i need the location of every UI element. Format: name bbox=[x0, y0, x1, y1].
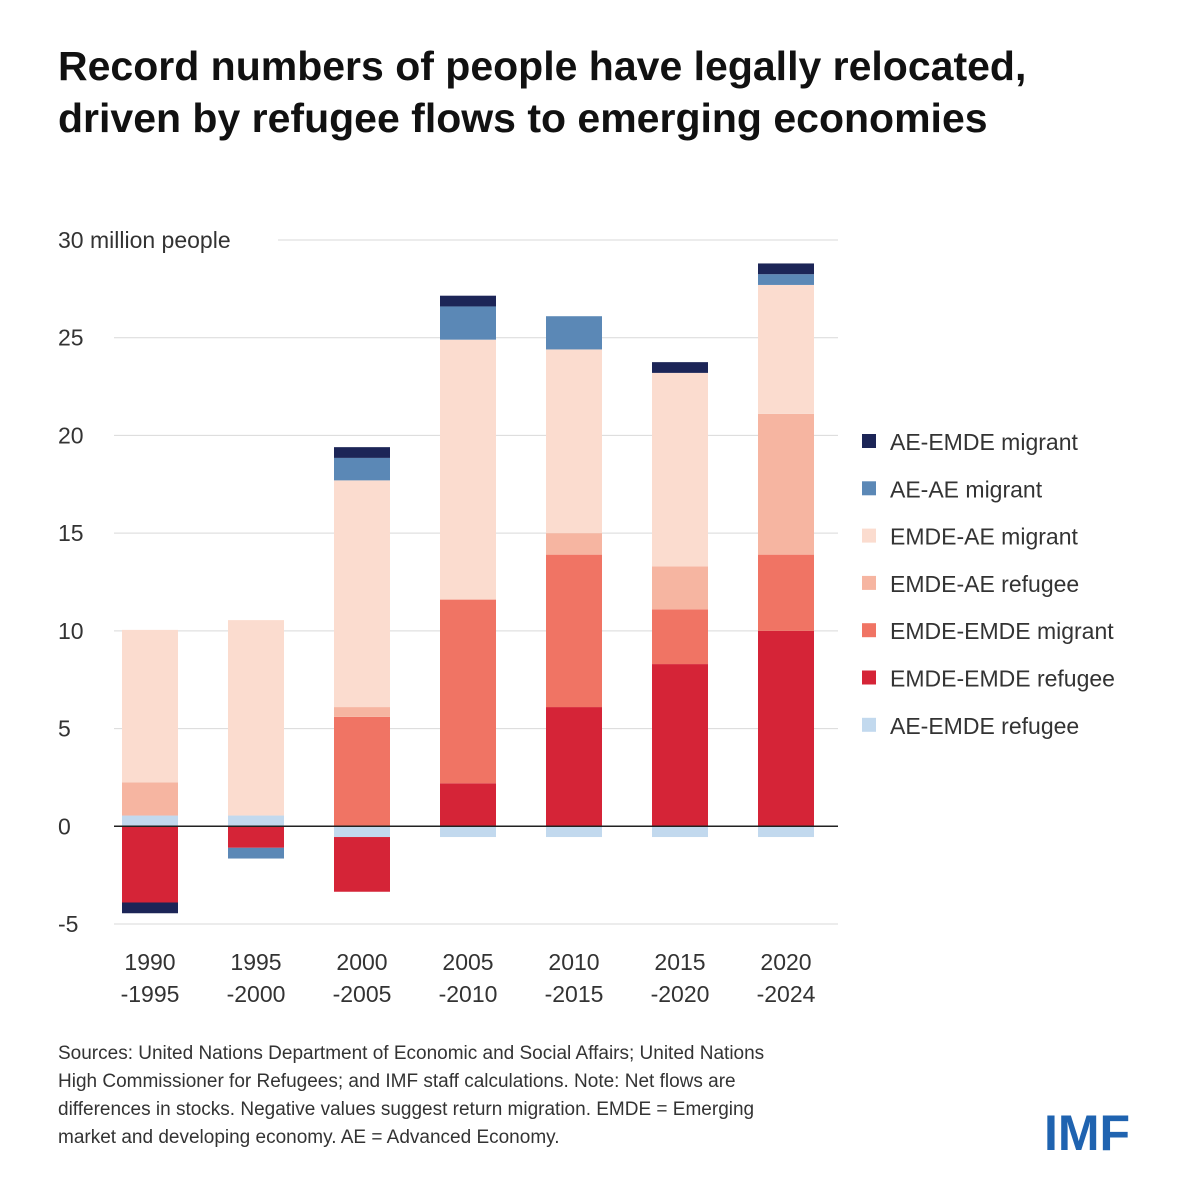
bar-segment bbox=[334, 826, 390, 838]
x-tick-label: 2000 bbox=[336, 949, 387, 975]
source-notes: Sources: United Nations Department of Ec… bbox=[58, 1040, 998, 1152]
bar-segment bbox=[228, 847, 284, 859]
imf-logo: IMF bbox=[1044, 1105, 1131, 1161]
bar-segment bbox=[440, 339, 496, 600]
title-line-2: driven by refugee flows to emerging econ… bbox=[58, 95, 988, 141]
x-tick-label: -2020 bbox=[651, 981, 710, 1007]
bar-segment bbox=[334, 707, 390, 717]
legend-swatch bbox=[862, 528, 876, 543]
x-tick-label: -1995 bbox=[121, 981, 180, 1007]
x-tick-label: 2020 bbox=[760, 949, 811, 975]
stacked-bar-chart: 30 million people2520151050-51990-199519… bbox=[58, 227, 1115, 1007]
x-tick-label: 2010 bbox=[548, 949, 599, 975]
x-tick-label: -2024 bbox=[757, 981, 816, 1007]
bar-segment bbox=[546, 707, 602, 827]
legend-swatch bbox=[862, 717, 876, 732]
legend-label: AE-EMDE refugee bbox=[890, 713, 1079, 739]
legend-swatch bbox=[862, 481, 876, 496]
legend-swatch bbox=[862, 434, 876, 448]
bar-segment bbox=[122, 629, 178, 783]
x-tick-label: 1995 bbox=[230, 949, 281, 975]
bar-segment bbox=[440, 826, 496, 838]
bar-segment bbox=[546, 826, 602, 838]
y-tick-label: 5 bbox=[58, 716, 71, 742]
bar-segment bbox=[546, 533, 602, 555]
bar-segment bbox=[228, 815, 284, 827]
bar-segment bbox=[546, 554, 602, 708]
y-tick-label: 20 bbox=[58, 422, 84, 448]
bar-segment bbox=[652, 609, 708, 665]
bar-segment bbox=[652, 826, 708, 838]
y-tick-label: 25 bbox=[58, 325, 84, 351]
legend-label: AE-AE migrant bbox=[890, 476, 1043, 502]
bar-segment bbox=[546, 316, 602, 350]
notes-line-4: market and developing economy. AE = Adva… bbox=[58, 1127, 560, 1148]
x-tick-label: 2015 bbox=[654, 949, 705, 975]
legend-swatch bbox=[862, 670, 876, 685]
bar-segment bbox=[122, 902, 178, 914]
legend-label: EMDE-EMDE migrant bbox=[890, 618, 1114, 644]
y-tick-label: 15 bbox=[58, 520, 84, 546]
chart-title: Record numbers of people have legally re… bbox=[58, 40, 1158, 144]
bar-segment bbox=[758, 826, 814, 838]
bar-segment bbox=[334, 447, 390, 458]
bar-segment bbox=[122, 782, 178, 816]
y-tick-label: -5 bbox=[58, 911, 78, 937]
bar-segment bbox=[334, 837, 390, 892]
bar-segment bbox=[652, 664, 708, 827]
bar-segment bbox=[758, 263, 814, 275]
x-tick-label: -2000 bbox=[227, 981, 286, 1007]
x-tick-label: -2010 bbox=[439, 981, 498, 1007]
y-tick-label: 0 bbox=[58, 813, 71, 839]
bar-segment bbox=[758, 630, 814, 827]
notes-line-1: Sources: United Nations Department of Ec… bbox=[58, 1043, 765, 1064]
bar-segment bbox=[546, 349, 602, 534]
legend-swatch bbox=[862, 623, 876, 638]
bar-segment bbox=[334, 457, 390, 481]
bar-segment bbox=[122, 826, 178, 903]
bar-segment bbox=[758, 554, 814, 631]
x-tick-label: -2005 bbox=[333, 981, 392, 1007]
bar-segment bbox=[228, 620, 284, 816]
bar-segment bbox=[440, 306, 496, 340]
x-tick-label: 1990 bbox=[124, 949, 175, 975]
legend-label: EMDE-AE refugee bbox=[890, 571, 1079, 597]
notes-line-2: High Commissioner for Refugees; and IMF … bbox=[58, 1071, 736, 1092]
bar-segment bbox=[440, 295, 496, 307]
bar-segment bbox=[440, 783, 496, 827]
notes-line-3: differences in stocks. Negative values s… bbox=[58, 1099, 755, 1120]
bar-segment bbox=[440, 599, 496, 784]
x-tick-label: 2005 bbox=[442, 949, 493, 975]
y-tick-label: 10 bbox=[58, 618, 84, 644]
legend-swatch bbox=[862, 575, 876, 590]
bar-segment bbox=[652, 372, 708, 567]
legend-label: EMDE-AE migrant bbox=[890, 524, 1078, 550]
bar-segment bbox=[758, 284, 814, 414]
bar-segment bbox=[334, 480, 390, 708]
legend-label: AE-EMDE migrant bbox=[890, 429, 1078, 455]
bar-segment bbox=[334, 716, 390, 827]
legend-label: EMDE-EMDE refugee bbox=[890, 666, 1115, 692]
bar-segment bbox=[122, 815, 178, 827]
bar-segment bbox=[758, 413, 814, 555]
bar-segment bbox=[758, 274, 814, 285]
bar-segment bbox=[652, 566, 708, 610]
y-tick-label: 30 million people bbox=[58, 227, 231, 253]
bar-segment bbox=[652, 362, 708, 373]
x-tick-label: -2015 bbox=[545, 981, 604, 1007]
bar-segment bbox=[228, 826, 284, 848]
title-line-1: Record numbers of people have legally re… bbox=[58, 43, 1027, 89]
